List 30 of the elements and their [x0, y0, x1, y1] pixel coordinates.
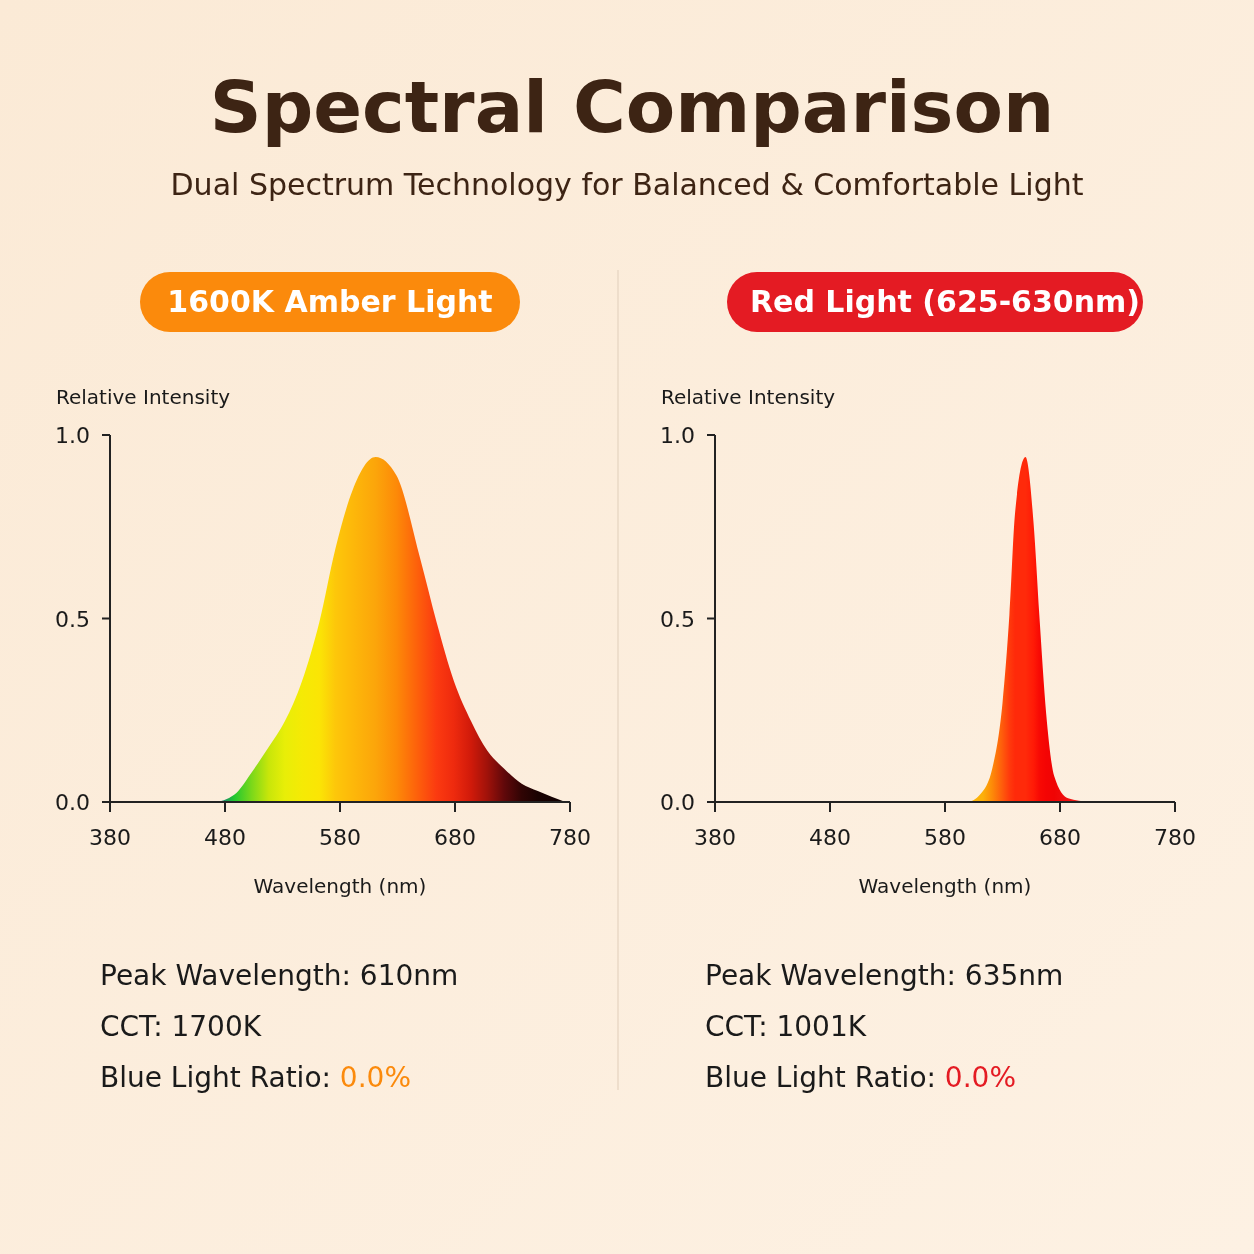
- x-tick-label: 380: [694, 825, 736, 850]
- x-tick-label: 680: [434, 825, 476, 850]
- text: CCT: 1001K: [705, 1010, 867, 1043]
- y-tick-label: 0.0: [660, 790, 695, 815]
- x-axis-title: Wavelength (nm): [253, 874, 427, 898]
- chart-subtitle: Dual Spectrum Technology for Balanced & Comfortable Light: [170, 167, 1084, 202]
- x-tick-label: 580: [924, 825, 966, 850]
- text: Peak Wavelength: 635nm: [705, 959, 1064, 992]
- text: Blue Light Ratio: 0.0%: [100, 1061, 411, 1094]
- y-tick-label: 0.5: [55, 606, 90, 632]
- text: Blue Light Ratio: 0.0%: [705, 1061, 1016, 1094]
- x-tick-label: 480: [204, 825, 246, 850]
- y-tick-label: 0.5: [660, 606, 695, 632]
- x-tick-label: 780: [549, 825, 591, 850]
- y-axis-title: Relative Intensity: [661, 385, 836, 409]
- y-axis-title: Relative Intensity: [56, 385, 231, 409]
- x-tick-label: 580: [319, 825, 361, 850]
- y-tick-label: 1.0: [660, 423, 695, 448]
- x-tick-label: 480: [809, 825, 851, 850]
- x-tick-label: 780: [1154, 825, 1196, 850]
- y-tick-label: 1.0: [55, 423, 90, 448]
- text: CCT: 1700K: [100, 1010, 262, 1043]
- chart-title: Spectral Comparison: [209, 65, 1055, 149]
- x-axis-title: Wavelength (nm): [858, 874, 1032, 898]
- y-tick-label: 0.0: [55, 790, 90, 815]
- text: Peak Wavelength: 610nm: [100, 959, 459, 992]
- text: Red Light (625-630nm): [749, 284, 1141, 319]
- text: 1600K Amber Light: [167, 284, 493, 319]
- x-tick-label: 680: [1039, 825, 1081, 850]
- x-tick-label: 380: [89, 825, 131, 850]
